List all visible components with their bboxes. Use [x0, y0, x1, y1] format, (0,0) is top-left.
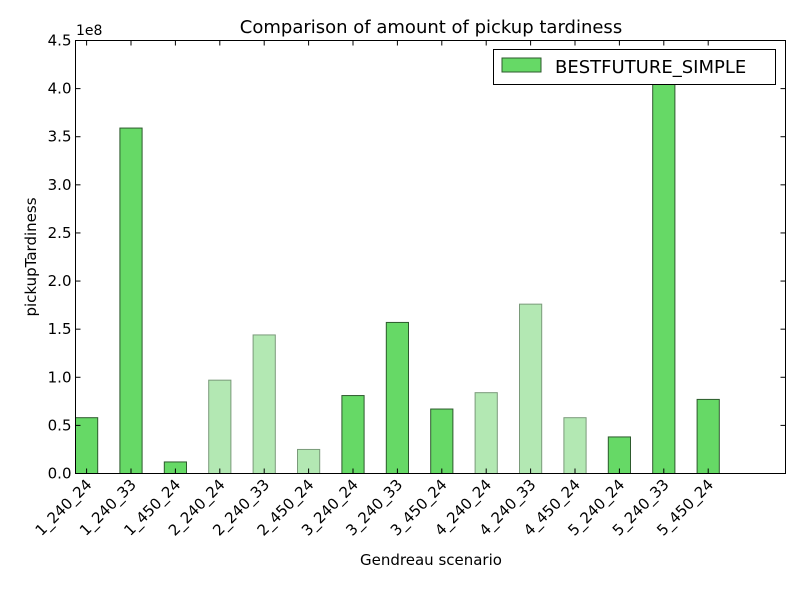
bar [75, 417, 99, 474]
y-tick-label: 1.0 [48, 368, 72, 386]
bar [563, 417, 587, 474]
y-tick-label: 4.0 [48, 80, 72, 98]
bar [652, 83, 676, 475]
bar [119, 127, 143, 474]
bar [696, 398, 720, 474]
legend: BESTFUTURE_SIMPLE [493, 49, 776, 85]
y-tick-label: 3.0 [48, 176, 72, 194]
y-tick-label: 0.0 [48, 465, 72, 483]
bar [430, 408, 454, 474]
y-tick-label: 4.5 [48, 32, 72, 50]
x-axis-label: Gendreau scenario [360, 551, 502, 569]
bar [208, 379, 232, 475]
bar [519, 303, 543, 474]
legend-label: BESTFUTURE_SIMPLE [555, 57, 746, 78]
y-tick-label: 2.5 [48, 224, 72, 242]
y-tick-label: 3.5 [48, 128, 72, 146]
bar [385, 321, 409, 475]
bar [474, 392, 498, 475]
y-tick-label: 0.5 [48, 416, 72, 434]
chart-title: Comparison of amount of pickup tardiness [240, 17, 622, 38]
y-axis-label: pickupTardiness [22, 197, 40, 316]
bar [607, 436, 631, 474]
bars-group [75, 83, 720, 475]
bar [341, 395, 365, 474]
y-scale-label: 1e8 [76, 23, 102, 39]
legend-swatch [501, 57, 542, 73]
plot-frame [75, 40, 786, 474]
y-tick-label: 1.5 [48, 320, 72, 338]
y-tick-label: 2.0 [48, 272, 72, 290]
bar [252, 334, 276, 474]
